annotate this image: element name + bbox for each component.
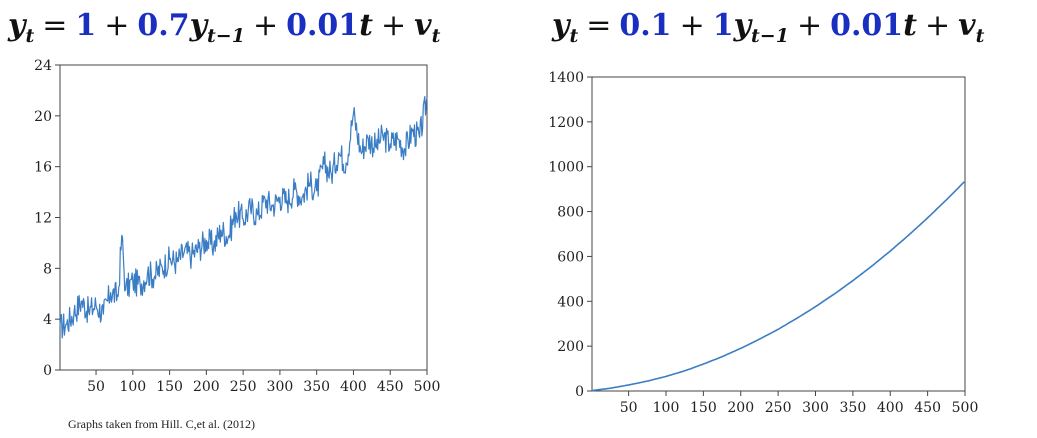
eq-right-equals: = bbox=[586, 8, 612, 43]
x-tick-label: 500 bbox=[952, 400, 979, 416]
y-tick-label: 0 bbox=[43, 363, 52, 379]
eq-right-trend-coef: 0.01 bbox=[830, 8, 904, 43]
x-tick-label: 150 bbox=[690, 400, 717, 416]
eq-left-lhs-sub: t bbox=[25, 25, 35, 47]
eq-right-trend-var: t bbox=[903, 8, 918, 43]
eq-left-plus-3: + bbox=[381, 8, 407, 43]
y-tick-label: 800 bbox=[557, 205, 584, 221]
x-tick-label: 350 bbox=[303, 379, 330, 395]
x-tick-label: 200 bbox=[193, 379, 220, 395]
y-tick-label: 1000 bbox=[548, 160, 584, 176]
eq-left-lhs-var: y bbox=[8, 8, 26, 43]
x-tick-label: 100 bbox=[653, 400, 680, 416]
series-line bbox=[59, 95, 428, 339]
eq-left-trend-var: t bbox=[359, 8, 374, 43]
eq-left-const: 1 bbox=[75, 8, 97, 43]
y-tick-label: 400 bbox=[557, 294, 584, 310]
y-tick-label: 1200 bbox=[548, 115, 584, 131]
x-tick-label: 400 bbox=[877, 400, 904, 416]
x-tick-label: 50 bbox=[620, 400, 638, 416]
eq-left-plus-1: + bbox=[104, 8, 130, 43]
chart-left: 0 4 8 12 16 20 24 50 100 150 200 250 300 350 400 450 500 bbox=[34, 58, 440, 395]
x-tick-label: 250 bbox=[765, 400, 792, 416]
x-tick-label: 50 bbox=[87, 379, 105, 395]
y-tick-label: 600 bbox=[557, 249, 584, 265]
x-tick-label: 350 bbox=[840, 400, 867, 416]
y-tick-label: 24 bbox=[34, 58, 52, 74]
y-tick-label: 20 bbox=[34, 109, 52, 125]
plot-frame bbox=[59, 64, 428, 371]
y-tick-label: 1400 bbox=[548, 70, 584, 86]
eq-left-error-sub: t bbox=[431, 25, 441, 47]
figure-credit: Graphs taken from Hill. C,et al. (2012) bbox=[68, 417, 255, 431]
eq-right-ar-coef: 1 bbox=[712, 8, 734, 43]
eq-right-plus-1: + bbox=[679, 8, 705, 43]
x-tick-label: 250 bbox=[230, 379, 257, 395]
x-tick-label: 100 bbox=[119, 379, 146, 395]
eq-right-lhs-sub: t bbox=[569, 25, 579, 47]
eq-left-lag-var: y bbox=[189, 8, 208, 43]
eq-right-plus-3: + bbox=[925, 8, 951, 43]
eq-right-error-var: v bbox=[958, 8, 976, 43]
x-tick-label: 400 bbox=[340, 379, 367, 395]
eq-right-error-sub: t bbox=[975, 25, 985, 47]
series-line bbox=[591, 181, 965, 392]
eq-right-const: 0.1 bbox=[619, 8, 672, 43]
eq-left-ar-coef: 0.7 bbox=[137, 8, 190, 43]
x-tick-label: 300 bbox=[802, 400, 829, 416]
eq-left-lag-sub: t−1 bbox=[207, 25, 245, 47]
y-tick-label: 0 bbox=[575, 384, 584, 400]
x-tick-label: 200 bbox=[727, 400, 754, 416]
eq-left-plus-2: + bbox=[252, 8, 279, 43]
y-tick-label: 12 bbox=[34, 211, 52, 227]
y-tick-label: 4 bbox=[43, 312, 52, 328]
x-tick-label: 300 bbox=[267, 379, 294, 395]
x-tick-label: 500 bbox=[414, 379, 441, 395]
eq-right-plus-2: + bbox=[796, 8, 823, 43]
x-tick-label: 450 bbox=[914, 400, 941, 416]
y-tick-label: 16 bbox=[34, 160, 52, 176]
chart-right: 0 200 400 600 800 1000 1200 1400 50 100 150 200 250 3… bbox=[548, 70, 978, 416]
eq-left-trend-coef: 0.01 bbox=[286, 8, 360, 43]
eq-left-equals: = bbox=[42, 8, 68, 43]
x-tick-label: 150 bbox=[156, 379, 183, 395]
eq-right-lag-sub: t−1 bbox=[751, 25, 789, 47]
eq-left-error-var: v bbox=[414, 8, 432, 43]
y-tick-label: 8 bbox=[43, 261, 52, 277]
eq-right-lhs-var: y bbox=[552, 8, 570, 43]
y-tick-label: 200 bbox=[557, 339, 584, 355]
eq-right-lag-var: y bbox=[733, 8, 752, 43]
x-tick-label: 450 bbox=[377, 379, 404, 395]
